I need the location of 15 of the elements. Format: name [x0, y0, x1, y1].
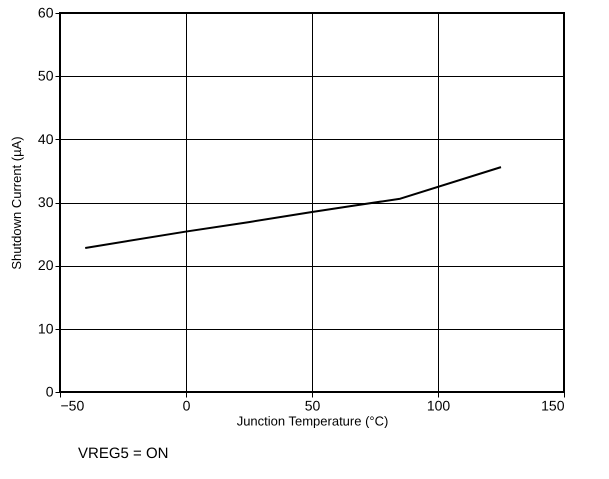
x-tick-label: 100	[426, 398, 450, 414]
x-axis-title: Junction Temperature (°C)	[236, 414, 388, 428]
y-tick-label: 50	[38, 68, 54, 84]
text: VREG5 = ON	[78, 445, 168, 462]
y-tick-label: 20	[38, 257, 54, 274]
y-axis-title: Shutdown Current (µA)	[8, 136, 24, 270]
y-tick-label: 10	[38, 320, 54, 336]
x-tick-label: −50	[60, 398, 84, 414]
x-tick-label: 150	[541, 398, 565, 414]
y-tick-label: 40	[38, 130, 54, 147]
y-tick-label: 30	[38, 194, 54, 210]
y-tick-label: 60	[38, 4, 54, 20]
y-tick-label: 0	[46, 384, 54, 400]
x-tick-label: 50	[304, 398, 320, 414]
x-tick-label: 0	[182, 398, 191, 414]
